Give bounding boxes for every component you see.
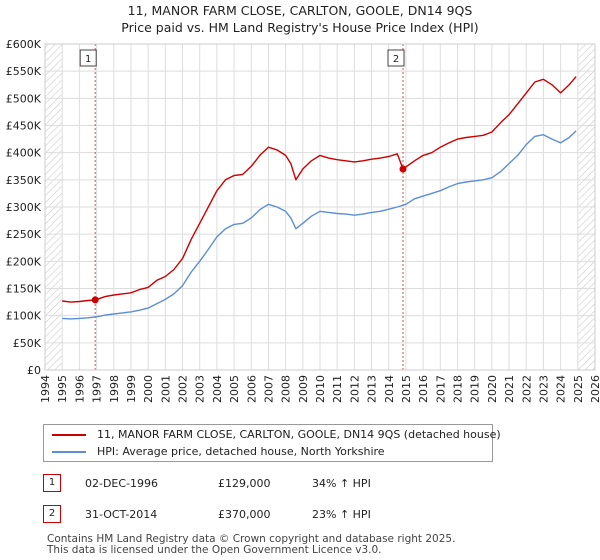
x-tick-label: 2025 — [572, 375, 585, 403]
sale-label-border — [387, 49, 405, 67]
x-tick-label: 2024 — [555, 375, 568, 403]
legend-label-hpi: HPI: Average price, detached house, Nort… — [97, 445, 385, 458]
y-tick-label: £0 — [27, 364, 41, 377]
sale-number-badge: 2 — [43, 505, 61, 523]
x-tick-label: 2013 — [366, 375, 379, 403]
x-tick-label: 2000 — [142, 375, 155, 403]
sale-price: £129,000 — [218, 477, 271, 490]
y-tick-label: £550K — [6, 65, 42, 78]
x-tick-label: 2011 — [331, 375, 344, 403]
x-tick-label: 2004 — [211, 375, 224, 403]
x-tick-label: 2018 — [452, 375, 465, 403]
y-tick-label: £250K — [6, 228, 42, 241]
hpi-series-line — [62, 130, 577, 320]
x-tick-label: 2010 — [314, 375, 327, 403]
chart-subtitle: Price paid vs. HM Land Registry's House … — [121, 20, 479, 35]
chart-legend: 11, MANOR FARM CLOSE, CARLTON, GOOLE, DN… — [43, 424, 501, 462]
sale-label-box: 1 — [79, 49, 97, 67]
x-tick-label: 2022 — [520, 375, 533, 403]
sale-point — [399, 165, 407, 173]
price-chart: 1 2 £0 £50K £100K £150K £200K £250K £300K £350K £… — [6, 38, 600, 403]
x-tick-label: 2012 — [348, 375, 361, 403]
sale-row-2: 2 31-OCT-2014 £370,000 23% ↑ HPI — [0, 505, 600, 525]
x-tick-label: 2023 — [537, 375, 550, 403]
sale-point — [91, 296, 99, 304]
chart-title: 11, MANOR FARM CLOSE, CARLTON, GOOLE, DN… — [127, 3, 473, 18]
sale-date: 02-DEC-1996 — [85, 477, 159, 490]
x-tick-label: 1999 — [125, 375, 138, 403]
sale-label-border — [79, 49, 97, 67]
y-tick-label: £300K — [6, 201, 42, 214]
y-tick-label: £450K — [6, 120, 42, 133]
y-tick-label: £600K — [6, 38, 42, 51]
sale-number-badge: 1 — [43, 474, 61, 492]
y-tick-label: £400K — [6, 147, 42, 160]
sale-price: £370,000 — [218, 508, 271, 521]
x-tick-label: 2007 — [262, 375, 275, 403]
y-tick-label: £150K — [6, 283, 42, 296]
y-tick-label: £500K — [6, 92, 42, 105]
x-tick-label: 2017 — [434, 375, 447, 403]
sale-date: 31-OCT-2014 — [85, 508, 158, 521]
plot-border — [44, 43, 596, 371]
legend-swatch-property — [52, 434, 86, 436]
sale-hpi-change: 34% ↑ HPI — [312, 477, 371, 490]
x-tick-label: 2021 — [503, 375, 516, 403]
property-series-line — [62, 76, 577, 303]
legend-swatch-hpi — [52, 451, 86, 453]
legend-label-property: 11, MANOR FARM CLOSE, CARLTON, GOOLE, DN… — [97, 428, 501, 441]
x-tick-label: 2019 — [469, 375, 482, 403]
x-tick-label: 1994 — [39, 375, 52, 403]
x-tick-label: 2002 — [177, 375, 190, 403]
x-tick-label: 1997 — [91, 375, 104, 403]
footer-copyright: Contains HM Land Registry data © Crown c… — [47, 533, 456, 545]
footer-licence: This data is licensed under the Open Gov… — [47, 544, 382, 556]
y-tick-label: £200K — [6, 255, 42, 268]
x-tick-label: 1995 — [56, 375, 69, 403]
x-tick-label: 1998 — [108, 375, 121, 403]
sale-label-number: 2 — [393, 54, 399, 65]
y-tick-label: £50K — [13, 337, 42, 350]
x-tick-label: 2005 — [228, 375, 241, 403]
sale-label-box: 2 — [387, 49, 405, 67]
x-tick-label: 2008 — [280, 375, 293, 403]
x-tick-label: 2026 — [589, 375, 600, 403]
x-tick-label: 2015 — [400, 375, 413, 403]
x-tick-label: 2003 — [194, 375, 207, 403]
sale-row-1: 1 02-DEC-1996 £129,000 34% ↑ HPI — [0, 474, 600, 494]
x-tick-label: 2006 — [245, 375, 258, 403]
x-tick-label: 2014 — [383, 375, 396, 403]
x-tick-label: 2020 — [486, 375, 499, 403]
x-tick-label: 2016 — [417, 375, 430, 403]
x-tick-label: 2001 — [159, 375, 172, 403]
x-tick-label: 2009 — [297, 375, 310, 403]
y-tick-label: £100K — [6, 310, 42, 323]
x-tick-label: 1996 — [73, 375, 86, 403]
y-tick-label: £350K — [6, 174, 42, 187]
sale-hpi-change: 23% ↑ HPI — [312, 508, 371, 521]
sale-label-number: 1 — [85, 54, 91, 65]
